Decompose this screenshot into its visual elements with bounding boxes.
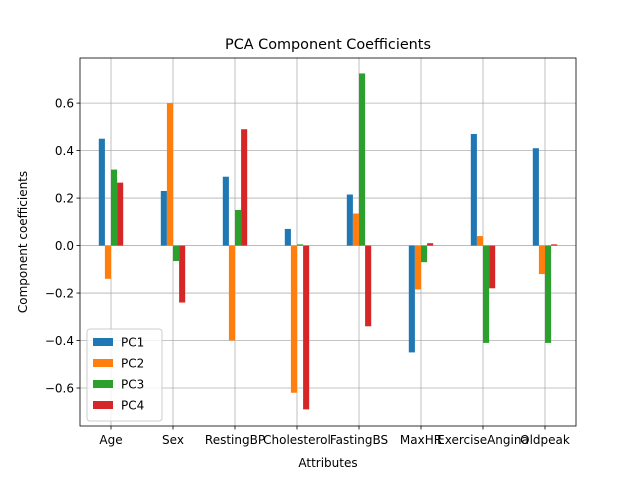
bar-pc4-cholesterol [303,245,310,410]
bar-pc4-restingbp [241,129,248,246]
bar-pc2-sex [166,103,173,246]
bar-pc3-fastingbs [359,73,366,246]
bar-pc2-maxhr [414,245,421,290]
x-tick-label: Cholesterol [263,433,331,447]
x-tick-label: Oldpeak [520,433,570,447]
bar-pc1-maxhr [408,245,415,353]
bar-pc4-oldpeak [551,244,558,246]
bar-pc3-age [111,169,118,246]
bar-pc3-oldpeak [545,245,552,343]
bar-pc1-cholesterol [284,228,291,246]
bar-pc3-restingbp [235,209,242,246]
y-tick-label: 0.2 [55,191,74,205]
legend-box [86,328,163,422]
y-axis-label: Component coefficients [16,171,30,313]
bar-pc3-exerciseangina [483,245,490,343]
bar-pc3-sex [173,245,180,261]
bar-pc4-fastingbs [365,245,372,327]
legend-swatch-pc3 [93,380,113,388]
bar-pc4-sex [179,245,186,303]
y-tick-label: 0.6 [55,96,74,110]
bar-pc2-age [104,245,111,279]
y-tick-label: 0.0 [55,239,74,253]
bar-pc2-cholesterol [290,245,297,393]
x-tick-label: FastingBS [330,433,388,447]
bar-pc4-age [117,182,124,246]
bar-pc1-oldpeak [532,148,539,246]
legend-swatch-pc1 [93,338,113,346]
bar-pc2-exerciseangina [476,236,483,246]
legend-label-pc3: PC3 [121,378,144,392]
bar-pc4-exerciseangina [489,245,496,289]
legend-swatch-pc2 [93,359,113,367]
legend-swatch-pc4 [93,401,113,409]
chart-title: PCA Component Coefficients [225,37,431,53]
legend-label-pc1: PC1 [121,336,144,350]
legend-label-pc4: PC4 [121,399,144,413]
legend: PC1 PC2 PC3 PC4 [86,328,163,422]
y-tick-label: 0.4 [55,144,74,158]
x-axis-label: Attributes [298,456,357,470]
x-tick-label: MaxHR [400,433,442,447]
bar-pc1-restingbp [222,176,229,246]
x-tick-label: Sex [162,433,184,447]
bar-pc2-restingbp [228,245,235,341]
bars [98,73,558,410]
y-tick-label: −0.4 [45,334,74,348]
y-tick-label: −0.6 [45,381,74,395]
bar-pc2-oldpeak [538,245,545,275]
bar-pc2-fastingbs [352,213,359,246]
bar-pc1-age [98,138,105,246]
bar-pc4-maxhr [427,243,434,246]
x-tick-label: ExerciseAngina [437,433,529,447]
x-tick-label: RestingBP [205,433,265,447]
bar-pc3-maxhr [421,245,428,263]
legend-label-pc2: PC2 [121,357,144,371]
bar-pc1-fastingbs [346,194,353,246]
ticks: −0.6 −0.4 −0.2 0.0 0.2 0.4 0.6 Age Sex RestingBPC… [45,96,570,447]
y-tick-label: −0.2 [45,286,74,300]
plot-frame [79,57,577,427]
bar-pc3-cholesterol [297,244,304,246]
bar-pc1-exerciseangina [470,133,477,246]
bar-pc1-sex [160,190,167,246]
x-tick-label: Age [99,433,122,447]
